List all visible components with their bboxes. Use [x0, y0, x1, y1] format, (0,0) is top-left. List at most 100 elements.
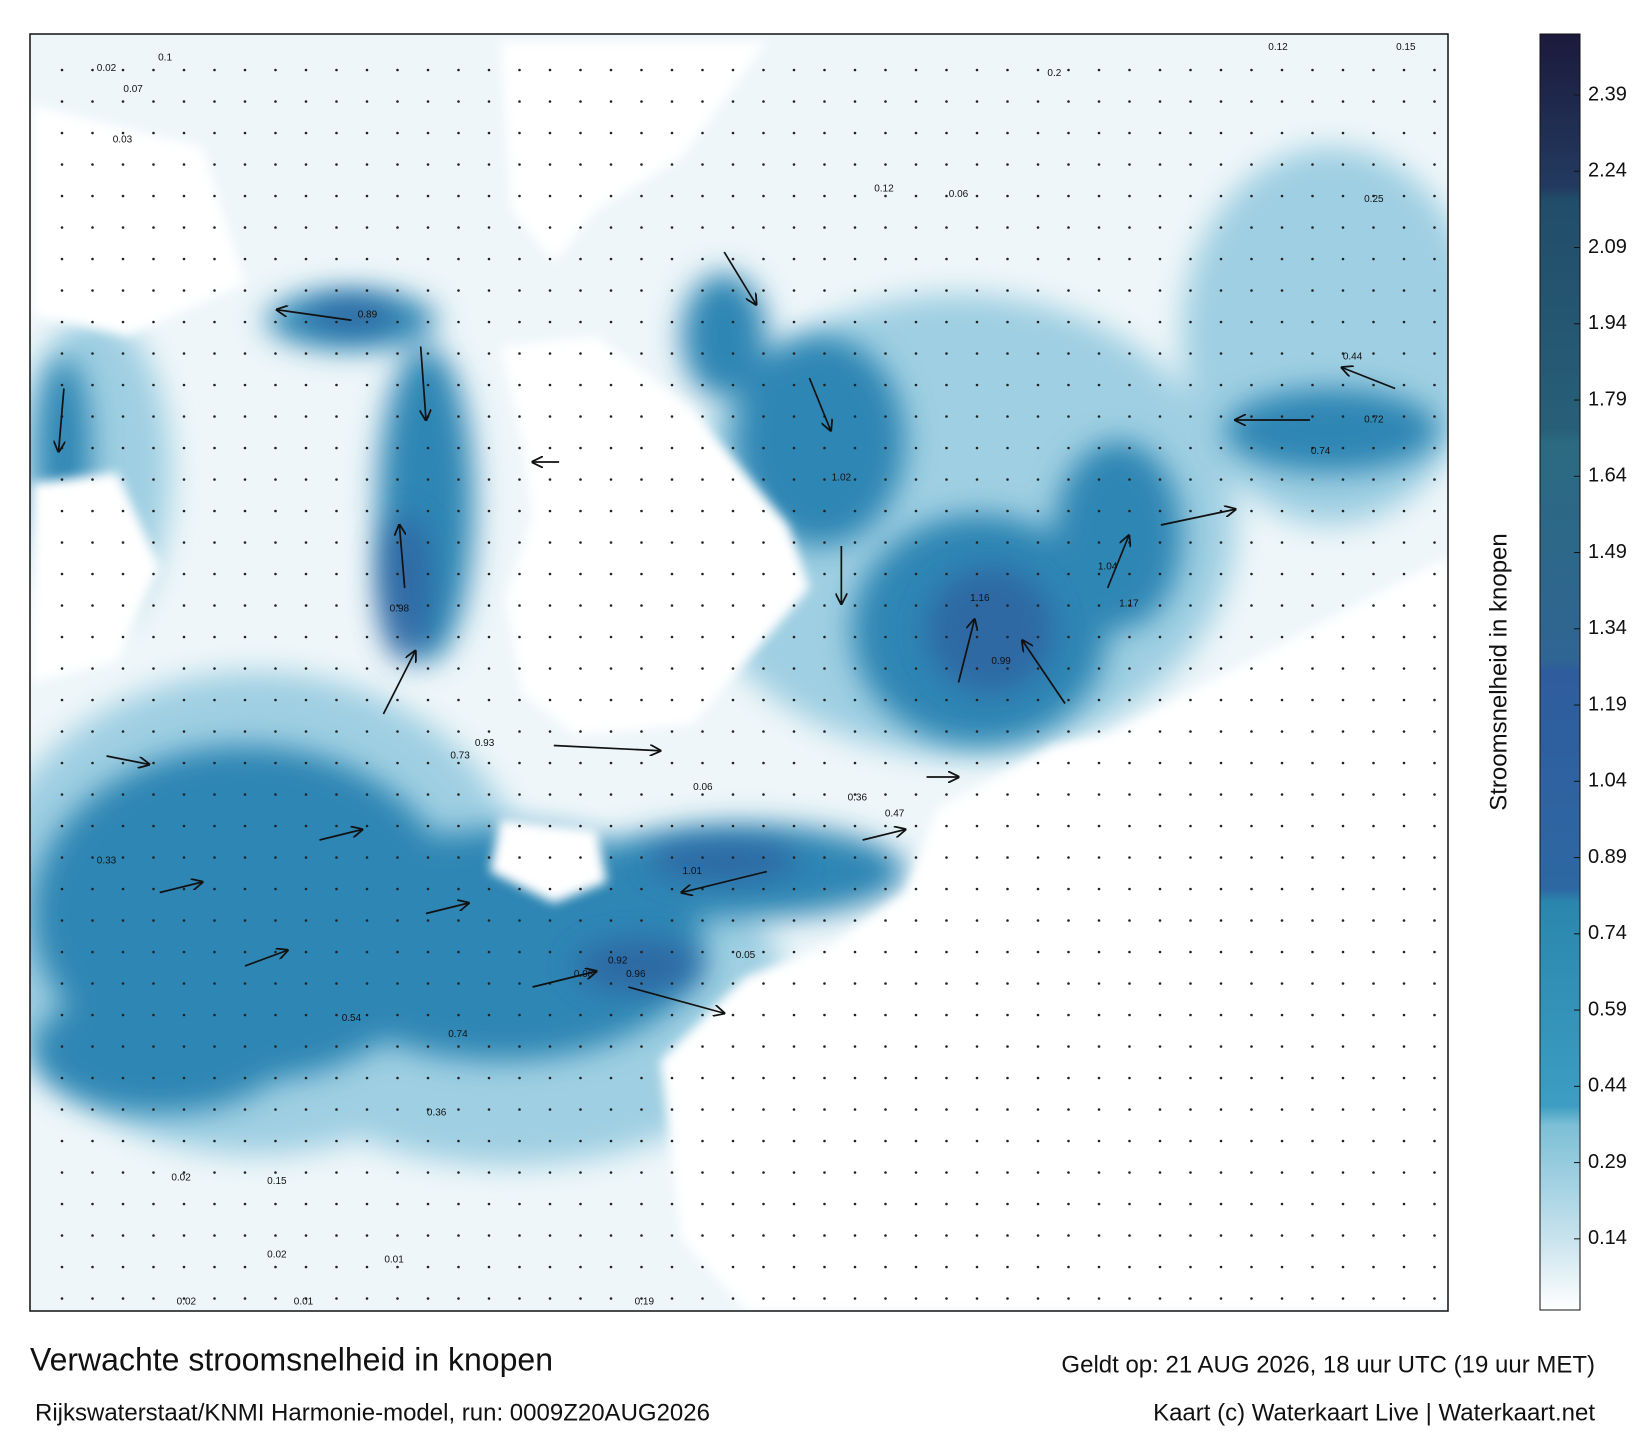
grid-dot: [1006, 824, 1009, 828]
grid-dot: [1158, 635, 1162, 639]
grid-dot: [1158, 446, 1162, 450]
grid-dot: [640, 982, 643, 985]
grid-dot: [1097, 415, 1101, 418]
credit: Kaart (c) Waterkaart Live | Waterkaart.n…: [1153, 1399, 1595, 1426]
grid-dot: [365, 478, 369, 481]
colorbar-tick-label: 1.04: [1588, 770, 1627, 792]
grid-dot: [945, 194, 948, 198]
grid-dot: [670, 163, 674, 166]
grid-dot: [548, 1234, 552, 1237]
grid-dot: [182, 1013, 186, 1017]
grid-dot: [609, 100, 613, 103]
grid-dot: [152, 289, 155, 292]
grid-dot: [640, 478, 643, 481]
grid-dot: [914, 1234, 918, 1237]
grid-dot: [182, 100, 186, 103]
grid-dot: [1341, 667, 1345, 670]
grid-dot: [1341, 509, 1345, 513]
grid-dot: [335, 635, 338, 639]
grid-dot: [701, 1171, 704, 1174]
grid-dot: [792, 509, 796, 513]
grid-dot: [487, 1265, 491, 1269]
grid-dot: [1219, 950, 1223, 954]
grid-dot: [731, 950, 735, 954]
grid-dot: [1280, 1045, 1284, 1048]
grid-dot: [213, 1108, 216, 1111]
grid-dot: [731, 982, 735, 985]
grid-dot: [243, 635, 247, 639]
grid-dot: [1311, 226, 1314, 229]
grid-dot: [1250, 541, 1253, 544]
grid-dot: [1067, 730, 1070, 733]
grid-dot: [1433, 761, 1436, 765]
grid-dot: [548, 1202, 552, 1206]
grid-dot: [609, 1139, 613, 1143]
grid-dot: [1433, 1202, 1436, 1206]
grid-dot: [1097, 824, 1101, 828]
grid-dot: [945, 1234, 948, 1237]
grid-dot: [792, 68, 796, 72]
grid-dot: [762, 226, 765, 229]
grid-dot: [884, 1108, 887, 1111]
grid-dot: [701, 541, 704, 544]
grid-dot: [304, 1297, 308, 1300]
grid-dot: [213, 761, 216, 765]
grid-dot: [853, 1045, 857, 1048]
grid-dot: [701, 950, 704, 954]
grid-dot: [792, 289, 796, 292]
grid-dot: [518, 1297, 521, 1300]
grid-dot: [823, 1265, 826, 1269]
grid-dot: [701, 509, 704, 513]
grid-dot: [579, 1202, 582, 1206]
grid-dot: [1189, 226, 1192, 229]
grid-dot: [1158, 604, 1162, 607]
grid-dot: [1158, 320, 1162, 324]
grid-dot: [487, 383, 491, 387]
grid-dot: [1250, 320, 1253, 324]
grid-dot: [457, 1013, 460, 1017]
grid-dot: [945, 604, 948, 607]
grid-dot: [274, 1265, 277, 1269]
grid-dot: [365, 1013, 369, 1017]
grid-dot: [1097, 761, 1101, 765]
grid-dot: [762, 919, 765, 922]
grid-dot: [1036, 667, 1040, 670]
grid-dot: [823, 1045, 826, 1048]
grid-dot: [701, 635, 704, 639]
grid-dot: [1036, 793, 1040, 796]
grid-dot: [396, 1171, 399, 1174]
grid-dot: [579, 1171, 582, 1174]
grid-dot: [1402, 383, 1406, 387]
grid-dot: [243, 131, 247, 135]
grid-dot: [1250, 352, 1253, 355]
grid-dot: [579, 509, 582, 513]
grid-dot: [1433, 1297, 1436, 1300]
grid-dot: [1036, 635, 1040, 639]
grid-dot: [152, 856, 155, 859]
grid-dot: [1067, 478, 1070, 481]
grid-dot: [304, 320, 308, 324]
grid-dot: [853, 131, 857, 135]
grid-dot: [1097, 352, 1101, 355]
grid-dot: [396, 824, 399, 828]
grid-dot: [579, 1234, 582, 1237]
grid-dot: [548, 415, 552, 418]
grid-dot: [579, 446, 582, 450]
grid-dot: [1402, 1171, 1406, 1174]
grid-dot: [487, 1171, 491, 1174]
grid-dot: [945, 446, 948, 450]
grid-dot: [396, 226, 399, 229]
grid-dot: [1433, 793, 1436, 796]
grid-dot: [945, 131, 948, 135]
grid-dot: [1128, 950, 1131, 954]
grid-dot: [1097, 131, 1101, 135]
grid-dot: [365, 793, 369, 796]
grid-dot: [884, 226, 887, 229]
grid-dot: [182, 982, 186, 985]
grid-dot: [1219, 194, 1223, 198]
grid-dot: [853, 383, 857, 387]
grid-dot: [640, 1013, 643, 1017]
grid-dot: [762, 478, 765, 481]
grid-dot: [762, 604, 765, 607]
grid-dot: [1311, 1076, 1314, 1080]
